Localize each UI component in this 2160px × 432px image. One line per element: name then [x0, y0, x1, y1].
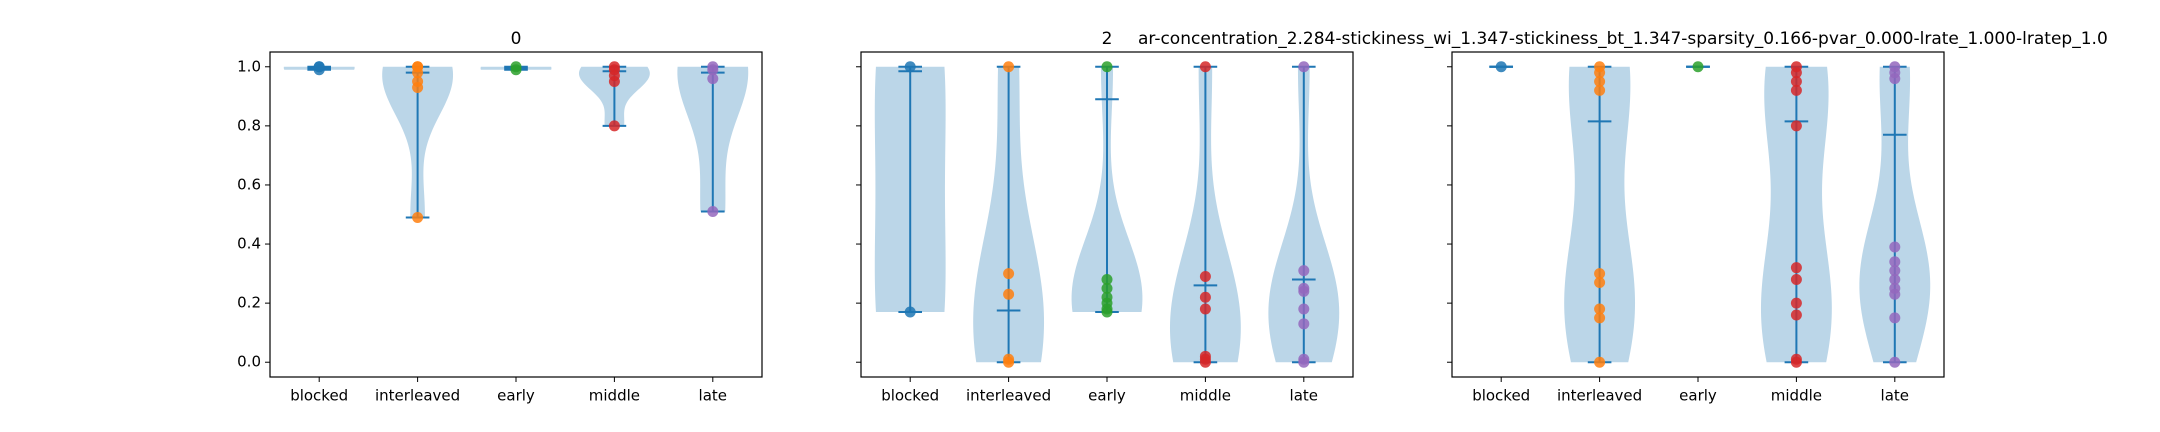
point	[1889, 274, 1901, 285]
x-tick-label: interleaved	[1557, 387, 1642, 405]
chart-title: 2	[1102, 29, 1113, 49]
point	[1889, 288, 1901, 300]
point	[1594, 76, 1606, 88]
point	[1889, 265, 1901, 277]
point	[1003, 356, 1015, 368]
point	[1594, 67, 1606, 79]
point	[1298, 61, 1310, 73]
point	[1298, 285, 1310, 297]
y-tick-label: 0.0	[237, 353, 261, 371]
point	[1790, 297, 1802, 309]
point	[904, 306, 916, 318]
point	[1790, 67, 1802, 79]
x-tick-label: blocked	[290, 387, 348, 405]
point	[1790, 120, 1802, 132]
point	[904, 61, 916, 73]
point	[412, 61, 424, 73]
x-tick-label: middle	[1180, 387, 1231, 405]
point	[1199, 303, 1211, 315]
axes-frame	[1451, 51, 1945, 378]
x-tick-label: early	[1088, 387, 1126, 405]
y-tick-label: 0.4	[237, 235, 261, 253]
point	[1594, 84, 1606, 96]
y-tick-label: 0.6	[237, 175, 261, 193]
point	[1790, 274, 1802, 285]
point	[1889, 73, 1901, 85]
x-tick-label: late	[1881, 387, 1909, 405]
point	[1889, 312, 1901, 324]
point	[1594, 312, 1606, 324]
y-tick-label: 0.2	[237, 294, 261, 312]
point	[1790, 309, 1802, 321]
point	[412, 211, 424, 223]
point	[707, 64, 719, 76]
point	[1101, 306, 1113, 318]
point	[1495, 61, 1507, 73]
point	[1101, 282, 1113, 294]
x-tick-label: blocked	[881, 387, 939, 405]
point	[1003, 288, 1015, 300]
point	[707, 73, 719, 85]
point	[1889, 241, 1901, 253]
y-tick-label: 0.8	[237, 116, 261, 134]
point	[1594, 276, 1606, 288]
axes-frame	[860, 51, 1354, 378]
point	[1889, 256, 1901, 268]
point	[1594, 268, 1606, 280]
x-tick-label: interleaved	[966, 387, 1051, 405]
point	[1889, 356, 1901, 368]
x-tick-label: late	[1290, 387, 1318, 405]
x-tick-label: blocked	[1472, 387, 1530, 405]
point	[608, 120, 620, 132]
point	[1003, 268, 1015, 280]
x-tick-label: early	[497, 387, 535, 405]
point	[1790, 76, 1802, 88]
point	[412, 81, 424, 93]
point	[1298, 303, 1310, 315]
point	[1298, 356, 1310, 368]
point	[608, 76, 620, 88]
x-tick-label: late	[699, 387, 727, 405]
point	[1199, 291, 1211, 303]
chart-title: 0	[511, 29, 522, 49]
point	[1298, 318, 1310, 330]
x-tick-label: middle	[1771, 387, 1822, 405]
axes-frame	[269, 51, 763, 378]
point	[1199, 61, 1211, 73]
point	[1594, 303, 1606, 315]
point	[1692, 61, 1704, 73]
point	[1199, 271, 1211, 283]
point	[1199, 356, 1211, 368]
point	[1790, 262, 1802, 274]
point	[707, 206, 719, 218]
x-tick-label: early	[1679, 387, 1717, 405]
chart-title: ar-concentration_2.284-stickiness_wi_1.3…	[1138, 29, 2108, 49]
point	[1790, 356, 1802, 368]
point	[313, 61, 325, 73]
y-tick-label: 1.0	[237, 57, 261, 75]
x-tick-label: middle	[589, 387, 640, 405]
point	[1790, 84, 1802, 96]
point	[1594, 356, 1606, 368]
point	[1101, 274, 1113, 285]
point	[510, 64, 522, 76]
point	[1003, 61, 1015, 73]
x-tick-label: interleaved	[375, 387, 460, 405]
point	[1298, 265, 1310, 277]
point	[1101, 61, 1113, 73]
